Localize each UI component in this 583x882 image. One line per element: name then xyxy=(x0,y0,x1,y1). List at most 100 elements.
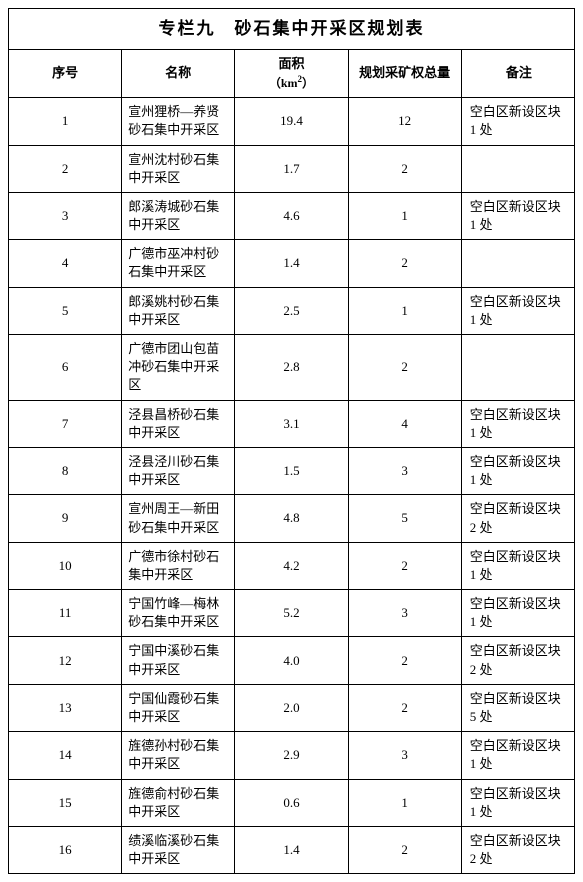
cell-name: 郎溪姚村砂石集中开采区 xyxy=(122,287,235,334)
cell-rights: 3 xyxy=(348,732,461,779)
cell-rights: 2 xyxy=(348,542,461,589)
header-name: 名称 xyxy=(122,49,235,97)
cell-rights: 2 xyxy=(348,684,461,731)
cell-note: 空白区新设区块 1 处 xyxy=(461,542,574,589)
cell-rights: 1 xyxy=(348,192,461,239)
cell-area: 1.5 xyxy=(235,447,348,494)
cell-name: 宁国中溪砂石集中开采区 xyxy=(122,637,235,684)
cell-idx: 11 xyxy=(9,590,122,637)
table-row: 16绩溪临溪砂石集中开采区1.42空白区新设区块 2 处 xyxy=(9,826,575,873)
cell-area: 4.8 xyxy=(235,495,348,542)
cell-rights: 5 xyxy=(348,495,461,542)
cell-name: 广德市巫冲村砂石集中开采区 xyxy=(122,240,235,287)
table-row: 15旌德俞村砂石集中开采区0.61空白区新设区块 1 处 xyxy=(9,779,575,826)
cell-area: 2.8 xyxy=(235,335,348,401)
table-row: 7泾县昌桥砂石集中开采区3.14空白区新设区块 1 处 xyxy=(9,400,575,447)
cell-name: 宣州沈村砂石集中开采区 xyxy=(122,145,235,192)
cell-note: 空白区新设区块 1 处 xyxy=(461,447,574,494)
cell-idx: 12 xyxy=(9,637,122,684)
cell-idx: 10 xyxy=(9,542,122,589)
cell-area: 1.4 xyxy=(235,240,348,287)
table-row: 1宣州狸桥—养贤砂石集中开采区19.412空白区新设区块 1 处 xyxy=(9,98,575,145)
table-row: 4广德市巫冲村砂石集中开采区1.42 xyxy=(9,240,575,287)
header-rights: 规划采矿权总量 xyxy=(348,49,461,97)
cell-rights: 4 xyxy=(348,400,461,447)
cell-note xyxy=(461,240,574,287)
table-row: 10广德市徐村砂石集中开采区4.22空白区新设区块 1 处 xyxy=(9,542,575,589)
cell-area: 2.5 xyxy=(235,287,348,334)
cell-note: 空白区新设区块 1 处 xyxy=(461,98,574,145)
cell-rights: 3 xyxy=(348,447,461,494)
table-row: 2宣州沈村砂石集中开采区1.72 xyxy=(9,145,575,192)
cell-area: 5.2 xyxy=(235,590,348,637)
cell-note: 空白区新设区块 1 处 xyxy=(461,192,574,239)
cell-name: 旌德孙村砂石集中开采区 xyxy=(122,732,235,779)
cell-idx: 1 xyxy=(9,98,122,145)
header-row: 序号 名称 面积 （km2） 规划采矿权总量 备注 xyxy=(9,49,575,97)
table-row: 8泾县泾川砂石集中开采区1.53空白区新设区块 1 处 xyxy=(9,447,575,494)
cell-idx: 16 xyxy=(9,826,122,873)
cell-note: 空白区新设区块 2 处 xyxy=(461,826,574,873)
cell-name: 宣州周王—新田砂石集中开采区 xyxy=(122,495,235,542)
cell-note xyxy=(461,145,574,192)
table-row: 13宁国仙霞砂石集中开采区2.02空白区新设区块 5 处 xyxy=(9,684,575,731)
cell-note: 空白区新设区块 1 处 xyxy=(461,732,574,779)
cell-rights: 2 xyxy=(348,145,461,192)
cell-note: 空白区新设区块 2 处 xyxy=(461,637,574,684)
cell-idx: 6 xyxy=(9,335,122,401)
cell-area: 2.9 xyxy=(235,732,348,779)
cell-note xyxy=(461,335,574,401)
cell-note: 空白区新设区块 2 处 xyxy=(461,495,574,542)
cell-name: 广德市团山包苗冲砂石集中开采区 xyxy=(122,335,235,401)
cell-idx: 13 xyxy=(9,684,122,731)
cell-area: 3.1 xyxy=(235,400,348,447)
cell-rights: 2 xyxy=(348,637,461,684)
cell-idx: 14 xyxy=(9,732,122,779)
cell-idx: 15 xyxy=(9,779,122,826)
cell-rights: 2 xyxy=(348,240,461,287)
table-row: 12宁国中溪砂石集中开采区4.02空白区新设区块 2 处 xyxy=(9,637,575,684)
cell-name: 宁国竹峰—梅林砂石集中开采区 xyxy=(122,590,235,637)
cell-name: 宣州狸桥—养贤砂石集中开采区 xyxy=(122,98,235,145)
title-row: 专栏九 砂石集中开采区规划表 xyxy=(9,9,575,50)
cell-rights: 12 xyxy=(348,98,461,145)
cell-name: 泾县泾川砂石集中开采区 xyxy=(122,447,235,494)
cell-area: 1.4 xyxy=(235,826,348,873)
table-row: 9宣州周王—新田砂石集中开采区4.85空白区新设区块 2 处 xyxy=(9,495,575,542)
cell-area: 19.4 xyxy=(235,98,348,145)
cell-area: 4.2 xyxy=(235,542,348,589)
cell-name: 旌德俞村砂石集中开采区 xyxy=(122,779,235,826)
cell-area: 2.0 xyxy=(235,684,348,731)
header-idx: 序号 xyxy=(9,49,122,97)
header-area: 面积 （km2） xyxy=(235,49,348,97)
cell-note: 空白区新设区块 5 处 xyxy=(461,684,574,731)
planning-table: 专栏九 砂石集中开采区规划表 序号 名称 面积 （km2） 规划采矿权总量 备注… xyxy=(8,8,575,874)
cell-rights: 3 xyxy=(348,590,461,637)
cell-area: 0.6 xyxy=(235,779,348,826)
table-row: 6广德市团山包苗冲砂石集中开采区2.82 xyxy=(9,335,575,401)
cell-idx: 4 xyxy=(9,240,122,287)
cell-note: 空白区新设区块 1 处 xyxy=(461,287,574,334)
cell-rights: 1 xyxy=(348,287,461,334)
cell-name: 泾县昌桥砂石集中开采区 xyxy=(122,400,235,447)
table-row: 5郎溪姚村砂石集中开采区2.51空白区新设区块 1 处 xyxy=(9,287,575,334)
header-area-l2: （km2） xyxy=(269,76,314,90)
cell-name: 郎溪涛城砂石集中开采区 xyxy=(122,192,235,239)
cell-name: 绩溪临溪砂石集中开采区 xyxy=(122,826,235,873)
cell-idx: 2 xyxy=(9,145,122,192)
table-row: 11宁国竹峰—梅林砂石集中开采区5.23空白区新设区块 1 处 xyxy=(9,590,575,637)
cell-idx: 8 xyxy=(9,447,122,494)
table-row: 3郎溪涛城砂石集中开采区4.61空白区新设区块 1 处 xyxy=(9,192,575,239)
header-area-l1: 面积 xyxy=(278,56,304,71)
table-title: 专栏九 砂石集中开采区规划表 xyxy=(9,9,575,50)
cell-rights: 1 xyxy=(348,779,461,826)
cell-idx: 3 xyxy=(9,192,122,239)
cell-name: 宁国仙霞砂石集中开采区 xyxy=(122,684,235,731)
cell-name: 广德市徐村砂石集中开采区 xyxy=(122,542,235,589)
cell-rights: 2 xyxy=(348,826,461,873)
cell-rights: 2 xyxy=(348,335,461,401)
cell-area: 1.7 xyxy=(235,145,348,192)
cell-idx: 7 xyxy=(9,400,122,447)
cell-note: 空白区新设区块 1 处 xyxy=(461,590,574,637)
cell-idx: 9 xyxy=(9,495,122,542)
